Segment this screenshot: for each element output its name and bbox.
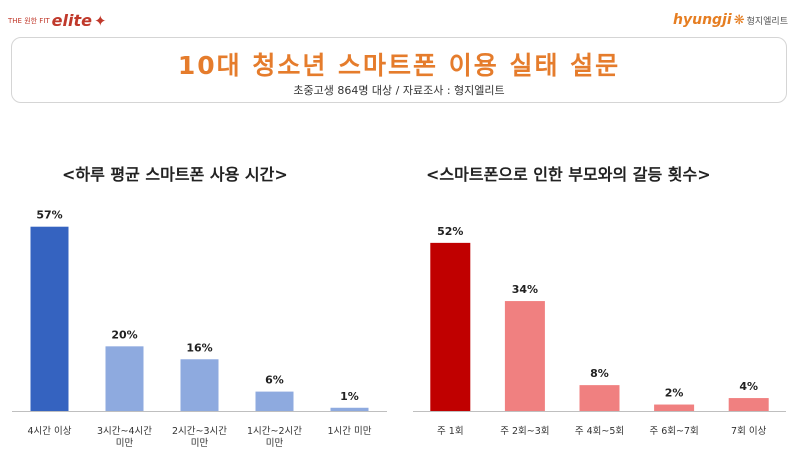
logo-right-ko: 형지엘리트 (746, 16, 788, 27)
elite-logo: THE 원한 FIT elite ✦ (8, 4, 107, 30)
right-bar-4 (654, 404, 695, 411)
left-bar-value-label: 16% (186, 341, 212, 354)
left-category-label: 미만 (191, 438, 209, 449)
right-category-label: 주 2회~3회 (500, 426, 549, 437)
left-category-label: 1시간~2시간 (247, 426, 302, 437)
left-bar-4 (255, 391, 294, 411)
left-bar-5 (330, 407, 369, 411)
right-category-label: 주 4회~5회 (575, 426, 624, 437)
right-category-label: 주 1회 (437, 426, 464, 437)
left-category-label: 2시간~3시간 (172, 426, 227, 437)
page-subtitle: 초중고생 864명 대상 / 자료조사 : 형지엘리트 (293, 84, 505, 97)
right-bar-1 (430, 242, 471, 411)
right-bar-value-label: 8% (590, 367, 609, 380)
right-bar-3 (579, 385, 620, 411)
left-bar-value-label: 6% (265, 374, 284, 387)
left-bar-1 (30, 226, 69, 411)
right-chart-title: <스마트폰으로 인한 부모와의 갈등 횟수> (426, 165, 711, 184)
left-bar-value-label: 1% (340, 390, 359, 403)
right-bar-value-label: 2% (665, 387, 684, 400)
right-category-label: 7회 이상 (731, 426, 767, 437)
left-bar-value-label: 57% (36, 209, 62, 222)
logo-left-brand: elite (51, 11, 92, 30)
hyungji-logo: hyungji ❋ 형지엘리트 (673, 12, 788, 28)
left-bar-3 (180, 359, 219, 411)
left-category-label: 1시간 미만 (327, 426, 371, 437)
left-bar-2 (105, 346, 144, 411)
sun-icon: ❋ (733, 12, 745, 28)
logo-left-small: THE 원한 FIT (8, 17, 50, 25)
right-category-label: 주 6회~7회 (649, 426, 698, 437)
logo-right-en: hyungji (673, 12, 732, 28)
right-bar-5 (728, 398, 769, 411)
left-category-label: 3시간~4시간 (97, 426, 152, 437)
page-title: 10대 청소년 스마트폰 이용 실태 설문 (177, 51, 621, 80)
header-box: 10대 청소년 스마트폰 이용 실태 설문 초중고생 864명 대상 / 자료조… (11, 37, 787, 103)
right-bar-2 (504, 301, 545, 411)
left-bar-value-label: 20% (111, 328, 137, 341)
left-chart-title: <하루 평균 스마트폰 사용 시간> (62, 165, 288, 184)
right-bar-value-label: 52% (437, 225, 463, 238)
left-category-label: 4시간 이상 (27, 426, 71, 437)
left-category-label: 미만 (116, 438, 134, 449)
right-bar-value-label: 34% (512, 283, 538, 296)
right-bar-value-label: 4% (739, 380, 758, 393)
left-category-label: 미만 (266, 438, 284, 449)
logo-mark-icon: ✦ (94, 12, 107, 30)
